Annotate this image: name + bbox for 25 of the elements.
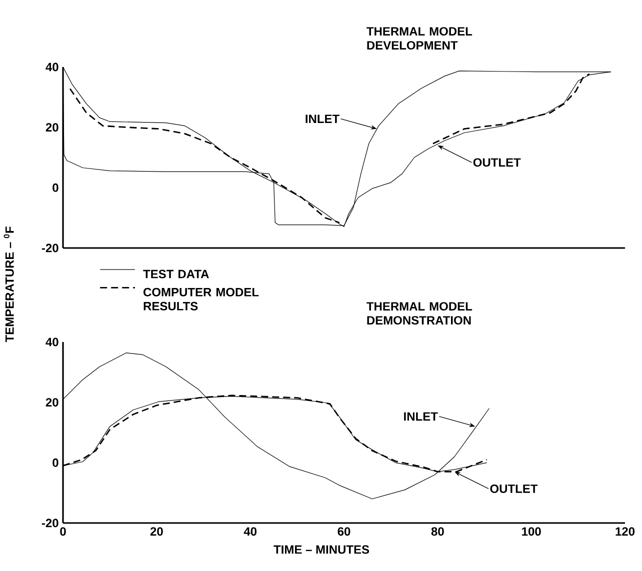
- x-tick-label: 0: [60, 527, 66, 536]
- y-tick-label: 40: [46, 338, 58, 346]
- x-tick-label: 20: [150, 527, 163, 536]
- y-tick-label: 20: [46, 123, 58, 132]
- x-tick-label: 80: [431, 527, 444, 536]
- annotation: OUTLET: [473, 158, 521, 167]
- y-axis-title: TEMPERATURE – $^{0}$F: [4, 226, 14, 342]
- y-tick-label: -20: [42, 244, 58, 252]
- annotation: INLET: [404, 412, 438, 421]
- y-tick-label: 20: [46, 398, 58, 407]
- y-tick-label: 0: [52, 458, 58, 467]
- legend-label: COMPUTER MODEL RESULTS: [143, 288, 259, 310]
- y-tick-label: 0: [52, 183, 58, 192]
- legend-label: TEST DATA: [143, 270, 209, 278]
- annotation: OUTLET: [490, 484, 538, 493]
- annotation: INLET: [306, 114, 340, 123]
- x-axis-title: TIME – MINUTES: [274, 545, 370, 554]
- y-tick-label: 40: [46, 62, 58, 72]
- x-tick-label: 100: [522, 527, 541, 536]
- y-tick-label: -20: [42, 518, 58, 528]
- x-tick-label: 120: [616, 527, 635, 536]
- chart-title: THERMAL MODEL DEVELOPMENT: [366, 27, 472, 50]
- chart-title: THERMAL MODEL DEMONSTRATION: [366, 302, 472, 325]
- x-tick-label: 40: [244, 527, 257, 536]
- x-tick-label: 60: [338, 527, 350, 536]
